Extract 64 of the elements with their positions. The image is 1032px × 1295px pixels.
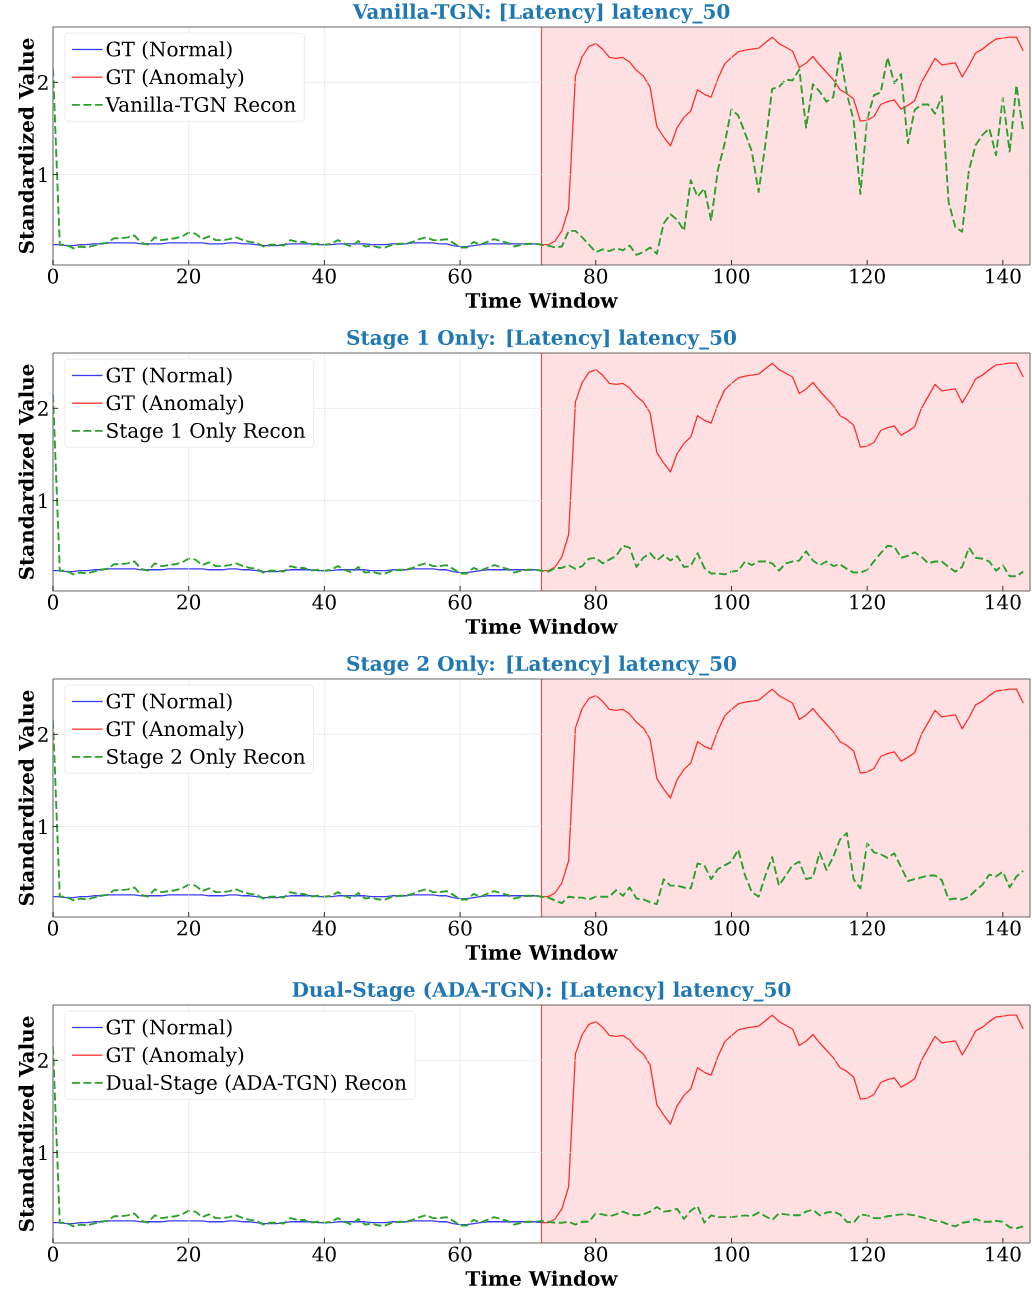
x-tick-label: 60 [448, 594, 472, 610]
y-tick-label: 1 [39, 493, 47, 509]
x-tick-label: 80 [584, 920, 608, 936]
x-tick-label: 20 [177, 268, 201, 284]
x-tick-label: 80 [584, 594, 608, 610]
x-tick-label: 100 [714, 594, 750, 610]
x-tick-label: 0 [47, 1246, 59, 1262]
x-tick-label: 20 [177, 1246, 201, 1262]
y-tick-label: 2 [38, 400, 48, 416]
legend-label: GT (Normal) [106, 367, 232, 386]
legend-label: Vanilla-TGN Recon [105, 96, 296, 113]
x-tick-label: 0 [47, 920, 59, 936]
y-tick-label: 2 [38, 1052, 48, 1068]
legend-label: GT (Anomaly) [106, 394, 244, 415]
x-tick-label: 100 [714, 268, 750, 284]
legend-label: GT (Normal) [106, 41, 232, 60]
x-tick-label: 140 [986, 1246, 1021, 1262]
y-tick-label: 2 [38, 726, 48, 742]
x-tick-label: 40 [312, 920, 336, 936]
chart-title: Stage 1 Only: [Latency] latency_50 [347, 329, 736, 350]
y-tick-label: 1 [39, 1145, 47, 1161]
legend-label: Stage 2 Only Recon [107, 748, 306, 769]
x-tick-label: 60 [448, 268, 472, 284]
x-tick-label: 0 [47, 268, 59, 284]
chart-title: Dual-Stage (ADA-TGN): [Latency] latency_50 [292, 981, 791, 1002]
x-tick-label: 120 [850, 268, 885, 284]
legend-label: GT (Anomaly) [106, 720, 244, 741]
y-axis-title: Standardized Value [18, 38, 34, 254]
x-tick-label: 40 [312, 594, 336, 610]
x-tick-label: 120 [850, 594, 885, 610]
x-tick-label: 100 [714, 920, 750, 936]
y-axis-title: Standardized Value [18, 1016, 34, 1232]
legend-label: GT (Normal) [106, 1019, 232, 1038]
x-tick-label: 120 [850, 920, 885, 936]
y-tick-label: 1 [39, 167, 47, 183]
legend-label: GT (Anomaly) [106, 1046, 244, 1067]
y-axis-title: Standardized Value [18, 364, 34, 580]
legend-label: Dual-Stage (ADA-TGN) Recon [106, 1074, 407, 1095]
x-tick-label: 140 [986, 268, 1021, 284]
x-axis-title: Time Window [465, 1270, 618, 1286]
x-tick-label: 60 [448, 920, 472, 936]
x-tick-label: 40 [312, 1246, 336, 1262]
y-tick-label: 2 [38, 74, 48, 90]
x-tick-label: 80 [584, 268, 608, 284]
x-axis-title: Time Window [465, 944, 618, 960]
x-tick-label: 100 [714, 1246, 750, 1262]
x-tick-label: 140 [986, 594, 1021, 610]
x-tick-label: 80 [584, 1246, 608, 1262]
x-axis-title: Time Window [465, 292, 618, 308]
x-tick-label: 20 [177, 920, 201, 936]
legend-label: GT (Normal) [106, 693, 232, 712]
x-tick-label: 140 [986, 920, 1021, 936]
legend-label: Stage 1 Only Recon [107, 422, 306, 443]
legend-label: GT (Anomaly) [106, 68, 244, 89]
chart-title: Vanilla-TGN: [Latency] latency_50 [352, 3, 730, 24]
x-tick-label: 40 [312, 268, 336, 284]
x-tick-label: 60 [448, 1246, 472, 1262]
y-tick-label: 1 [39, 819, 47, 835]
x-tick-label: 120 [850, 1246, 885, 1262]
chart-title: Stage 2 Only: [Latency] latency_50 [347, 655, 736, 676]
x-tick-label: 20 [177, 594, 201, 610]
x-tick-label: 0 [47, 594, 59, 610]
y-axis-title: Standardized Value [18, 690, 34, 906]
x-axis-title: Time Window [465, 618, 618, 634]
